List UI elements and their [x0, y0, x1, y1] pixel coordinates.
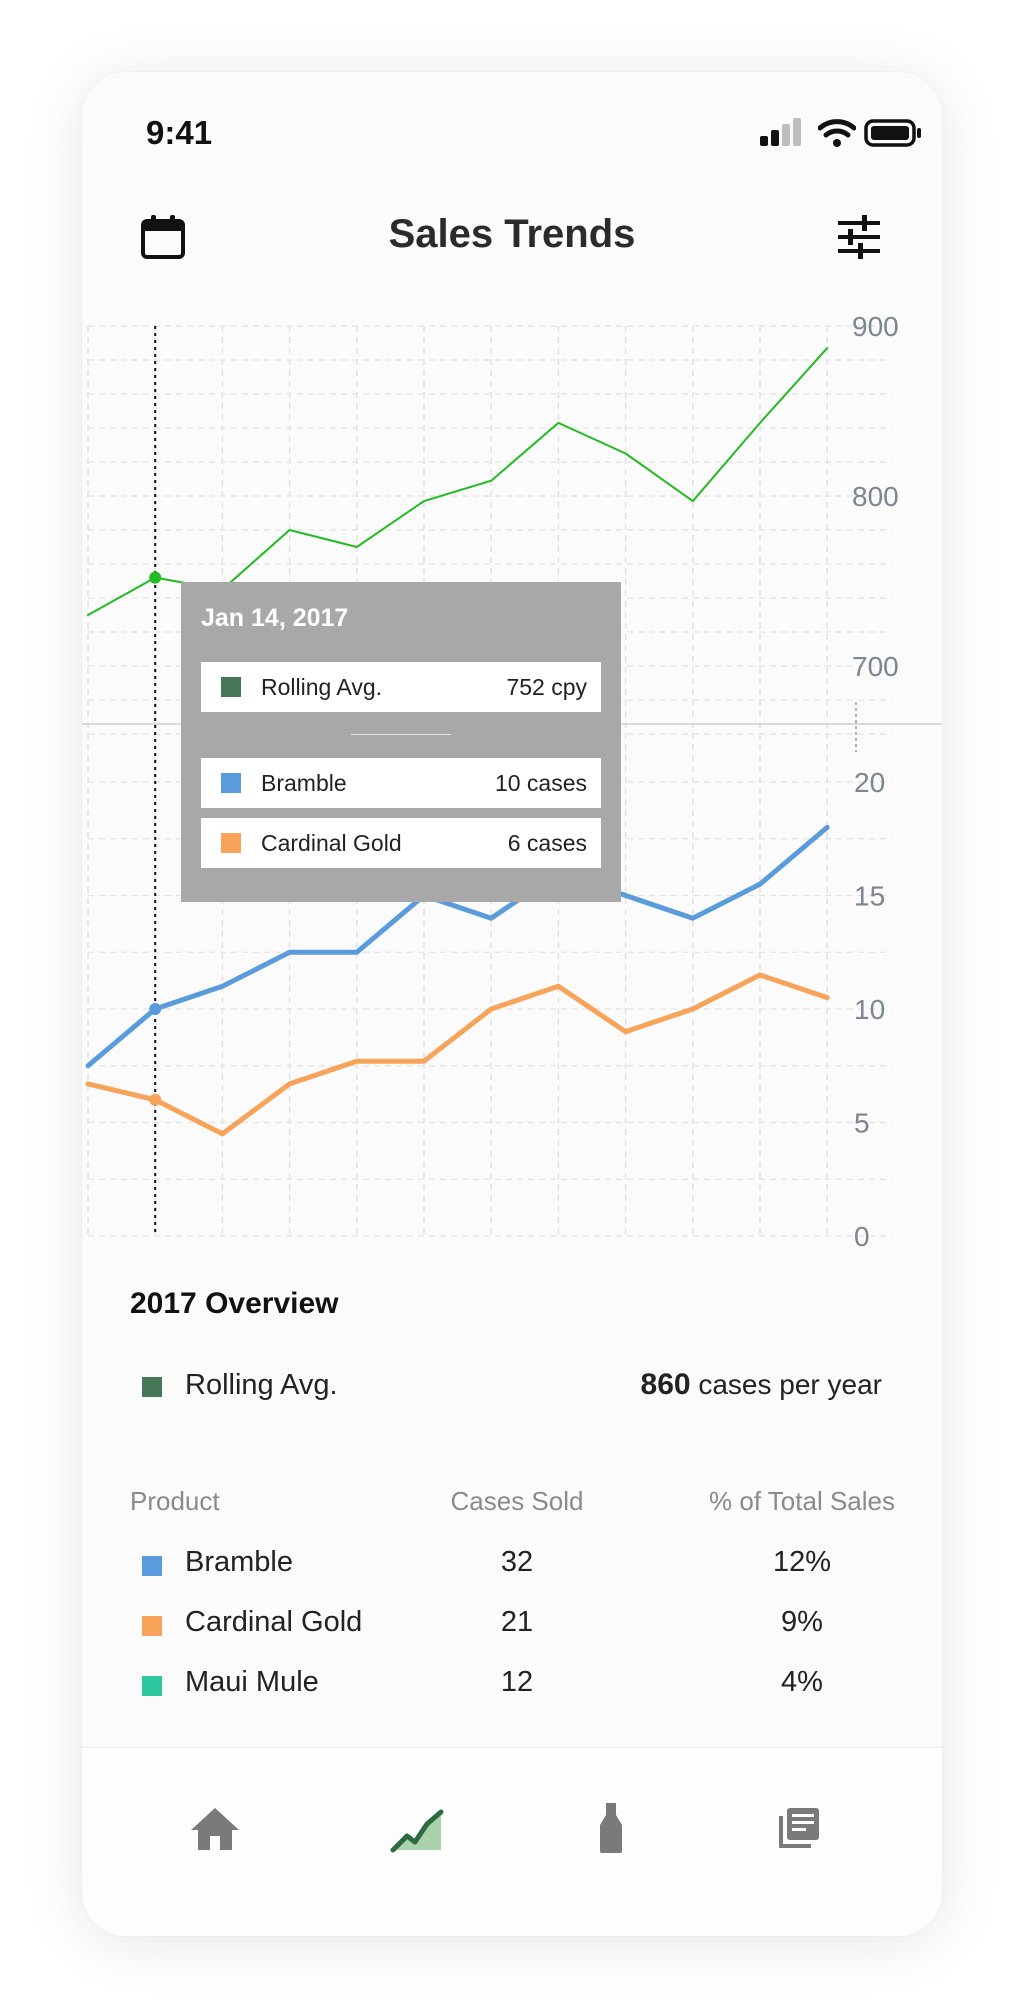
calendar-icon[interactable] [140, 214, 186, 260]
rolling-avg-value: 860 cases per year [641, 1368, 882, 1402]
tooltip-row-label: Bramble [261, 769, 347, 796]
rolling-avg-unit: cases per year [698, 1369, 882, 1400]
percent-of-sales: 12% [772, 1546, 832, 1578]
y-tick-label: 15 [854, 881, 885, 912]
legend-swatch [221, 677, 241, 697]
y-tick-label: 5 [854, 1108, 870, 1139]
cases-sold: 12 [500, 1666, 534, 1698]
y-tick-label: 20 [854, 767, 885, 798]
data-point-cardinal-gold [149, 1093, 162, 1106]
legend-swatch [142, 1377, 162, 1397]
tooltip-divider [351, 734, 451, 735]
data-point-rolling-avg [149, 571, 162, 584]
wifi-icon [818, 119, 856, 147]
legend-swatch [142, 1556, 162, 1576]
sliders-icon[interactable] [836, 214, 882, 260]
tooltip-row-cardinal-gold: Cardinal Gold 6 cases [201, 818, 601, 868]
battery-icon [864, 119, 921, 147]
series-line-rolling-avg [87, 347, 829, 616]
percent-of-sales: 9% [781, 1606, 823, 1638]
y-tick-label: 700 [852, 651, 899, 682]
column-header-product: Product [130, 1486, 220, 1516]
news-icon [779, 1808, 819, 1848]
status-time: 9:41 [146, 114, 213, 151]
rolling-avg-label: Rolling Avg. [185, 1369, 338, 1401]
data-point-bramble [149, 1003, 162, 1015]
tooltip-row-value: 752 cpy [506, 673, 587, 700]
column-header-cases: Cases Sold [450, 1486, 584, 1516]
cases-sold: 21 [500, 1606, 534, 1638]
table-row[interactable]: Cardinal Gold 21 9% [82, 1606, 942, 1646]
y-tick-label: 0 [854, 1221, 870, 1252]
nav-news[interactable] [759, 1788, 839, 1868]
legend-swatch [142, 1676, 162, 1696]
series-line-cardinal-gold [85, 972, 830, 1137]
tooltip-row-label: Cardinal Gold [261, 829, 402, 856]
phone-screen: 9:41 Sales Trends 900 800 700 20 15 10 5 0 Jan … [82, 72, 942, 1936]
y-tick-label: 10 [854, 994, 885, 1025]
product-name: Cardinal Gold [185, 1606, 363, 1638]
tooltip-row-rolling: Rolling Avg. 752 cpy [201, 662, 601, 712]
product-name: Maui Mule [185, 1666, 319, 1698]
tooltip-date: Jan 14, 2017 [201, 604, 349, 632]
legend-swatch [221, 773, 241, 793]
bottle-icon [600, 1803, 622, 1853]
legend-swatch [221, 833, 241, 853]
tooltip-row-value: 10 cases [494, 769, 587, 796]
overview-title: 2017 Overview [130, 1287, 339, 1320]
series-line-bramble [85, 824, 830, 1069]
nav-home[interactable] [175, 1788, 255, 1868]
signal-icon [760, 118, 801, 146]
legend-swatch [142, 1616, 162, 1636]
table-row[interactable]: Maui Mule 12 4% [82, 1666, 942, 1706]
tooltip-row-bramble: Bramble 10 cases [201, 758, 601, 808]
bottom-nav [82, 1747, 942, 1936]
column-header-percent: % of Total Sales [709, 1486, 895, 1516]
page-title: Sales Trends [388, 212, 636, 256]
home-icon [191, 1808, 239, 1850]
chart-tooltip: Jan 14, 2017 Rolling Avg. 752 cpy Brambl… [181, 582, 621, 902]
tooltip-row-label: Rolling Avg. [261, 673, 383, 700]
y-tick-label: 800 [852, 481, 899, 512]
product-name: Bramble [185, 1546, 293, 1578]
nav-bottles[interactable] [571, 1788, 651, 1868]
table-row[interactable]: Bramble 32 12% [82, 1546, 942, 1586]
percent-of-sales: 4% [781, 1666, 823, 1698]
cases-sold: 32 [500, 1546, 534, 1578]
tooltip-row-value: 6 cases [507, 829, 587, 856]
y-tick-label: 900 [852, 311, 899, 342]
trends-icon [390, 1809, 444, 1853]
rolling-avg-number: 860 [640, 1368, 691, 1401]
nav-trends[interactable] [378, 1788, 458, 1868]
